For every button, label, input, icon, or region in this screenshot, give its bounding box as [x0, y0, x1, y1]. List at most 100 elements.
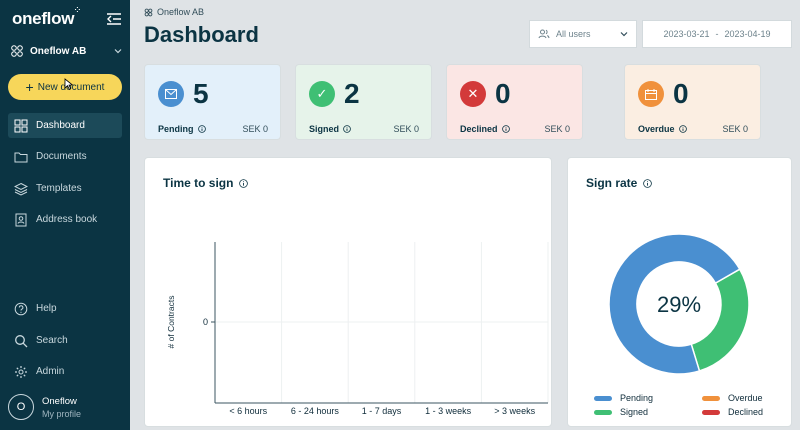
y-tick-label: 0 [203, 317, 208, 327]
overdue-amount: SEK 0 [722, 124, 748, 134]
users-filter-select[interactable]: All users [529, 20, 637, 48]
avatar: O [8, 394, 34, 420]
panel-title-text: Sign rate [586, 176, 638, 190]
info-icon[interactable] [643, 178, 653, 188]
sidebar-item-label: Templates [36, 183, 82, 194]
sidebar-item-label: Search [36, 335, 68, 346]
checkmark-icon: ✓ [309, 81, 335, 107]
users-icon [538, 29, 550, 39]
x-tick-label: 6 - 24 hours [291, 406, 340, 416]
sidebar-item-help[interactable]: Help [8, 296, 122, 321]
legend-item-pending: Pending [594, 393, 653, 403]
users-filter-value: All users [556, 29, 591, 39]
x-tick-label: 1 - 3 weeks [425, 406, 472, 416]
pending-card[interactable]: 5 Pending SEK 0 [144, 64, 281, 140]
sign-rate-title: Sign rate [586, 176, 653, 190]
sign-rate-donut-chart: 29% [608, 233, 750, 375]
main-content: Oneflow AB Dashboard All users 2023-03-2… [130, 0, 800, 430]
declined-label: Declined [460, 124, 510, 134]
collapse-sidebar-icon[interactable] [106, 12, 122, 26]
legend-swatch [702, 409, 720, 415]
declined-card[interactable]: ✕ 0 Declined SEK 0 [446, 64, 583, 140]
legend-label: Overdue [728, 393, 763, 403]
legend-swatch [594, 409, 612, 415]
workspace-switcher[interactable]: Oneflow AB [10, 42, 122, 60]
signed-count: 2 [344, 78, 360, 109]
chevron-down-icon [114, 49, 122, 54]
time-to-sign-title: Time to sign [163, 176, 249, 190]
cross-icon: ✕ [460, 81, 486, 107]
workspace-name: Oneflow AB [30, 45, 87, 57]
grid-icon [14, 119, 28, 132]
pending-amount: SEK 0 [242, 124, 268, 134]
sidebar-item-documents[interactable]: Documents [8, 144, 122, 169]
donut-slice-pending[interactable] [608, 233, 741, 375]
sidebar-item-dashboard[interactable]: Dashboard [8, 113, 122, 138]
x-tick-label: < 6 hours [229, 406, 267, 416]
folder-icon [14, 152, 28, 162]
card-label-text: Signed [309, 124, 340, 134]
date-from[interactable]: 2023-03-21 [663, 29, 710, 39]
signed-card[interactable]: ✓ 2 Signed SEK 0 [295, 64, 432, 140]
chevron-down-icon [620, 32, 628, 37]
legend-item-declined: Declined [702, 407, 763, 417]
legend-label: Signed [620, 407, 649, 417]
sign-rate-panel: Sign rate 29% Pending Overdue Signed Dec… [567, 157, 792, 427]
mouse-cursor-icon [64, 78, 74, 90]
sidebar-item-templates[interactable]: Templates [8, 176, 122, 201]
sign-rate-percentage: 29% [657, 292, 701, 317]
profile-menu[interactable]: O Oneflow My profile [8, 394, 81, 420]
profile-text: Oneflow My profile [42, 396, 81, 419]
info-icon[interactable] [197, 125, 206, 133]
sidebar-item-label: Documents [36, 151, 87, 162]
layers-icon [14, 182, 28, 196]
help-icon [14, 302, 28, 315]
signed-amount: SEK 0 [393, 124, 419, 134]
sidebar-item-address-book[interactable]: Address book [8, 207, 122, 232]
logo-dots: ⁘ [74, 7, 81, 14]
sidebar-item-label: Admin [36, 366, 65, 377]
card-label-text: Declined [460, 124, 498, 134]
pending-label: Pending [158, 124, 206, 134]
info-icon[interactable] [343, 125, 351, 133]
overdue-label: Overdue [638, 124, 687, 134]
profile-name: Oneflow [42, 395, 77, 407]
new-document-button[interactable]: + New document [8, 74, 122, 100]
card-label-text: Overdue [638, 124, 675, 134]
sidebar-item-label: Dashboard [36, 120, 85, 131]
search-icon [15, 334, 28, 347]
info-icon[interactable] [239, 178, 249, 188]
oneflow-logo[interactable]: oneflow ⁘ [12, 7, 80, 29]
info-icon[interactable] [501, 125, 510, 133]
breadcrumb: Oneflow AB [144, 7, 204, 17]
sidebar-item-admin[interactable]: Admin [8, 359, 122, 384]
calendar-icon [638, 81, 664, 107]
x-tick-label: 1 - 7 days [362, 406, 402, 416]
legend-label: Pending [620, 393, 654, 403]
envelope-icon [158, 81, 184, 107]
overdue-card[interactable]: 0 Overdue SEK 0 [624, 64, 761, 140]
my-profile-link[interactable]: My profile [42, 408, 82, 419]
pending-count: 5 [193, 78, 209, 109]
info-icon[interactable] [678, 125, 687, 133]
declined-count: 0 [495, 78, 511, 109]
time-to-sign-chart: 0 # of Contracts < 6 hours 6 - 24 hours 1 - … [166, 242, 549, 416]
sidebar-item-label: Address book [36, 214, 98, 225]
sidebar-item-search[interactable]: Search [8, 328, 122, 353]
panel-title-text: Time to sign [163, 176, 234, 190]
y-axis-label: # of Contracts [166, 296, 176, 349]
legend-item-overdue: Overdue [702, 393, 763, 403]
date-to[interactable]: 2023-04-19 [724, 29, 771, 39]
sidebar-item-label: Help [36, 303, 57, 314]
logo-text: oneflow [12, 9, 75, 28]
signed-label: Signed [309, 124, 351, 134]
breadcrumb-workspace[interactable]: Oneflow AB [157, 7, 205, 17]
contact-icon [15, 213, 27, 226]
declined-amount: SEK 0 [544, 124, 570, 134]
x-tick-label: > 3 weeks [494, 406, 535, 416]
plus-icon: + [25, 79, 34, 95]
date-range-picker[interactable]: 2023-03-21 - 2023-04-19 [642, 20, 792, 48]
time-to-sign-panel: Time to sign 0 # of Contracts < 6 hours 6 -… [144, 157, 552, 427]
donut-slice-signed[interactable] [690, 268, 750, 372]
workspace-icon [144, 8, 153, 16]
